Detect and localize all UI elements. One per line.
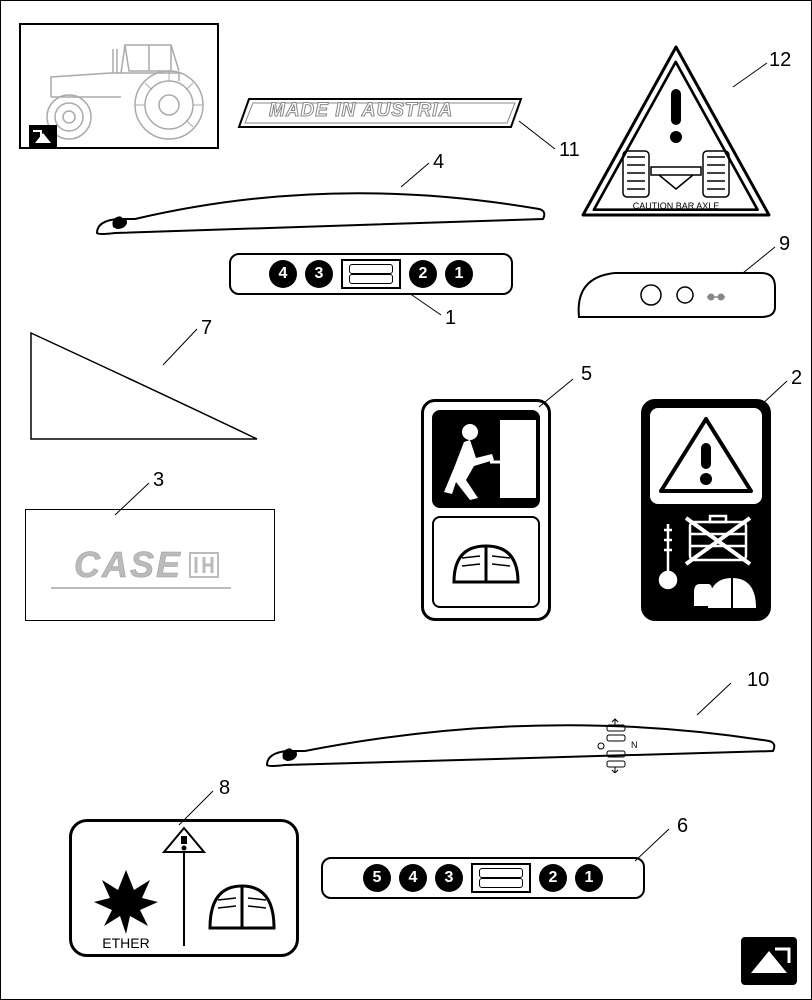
hydraulic-icon: [341, 259, 401, 289]
callout-7: 7: [201, 317, 212, 340]
callout-10: 10: [747, 669, 769, 692]
blank-decal-7: [25, 325, 265, 445]
valve-5b: 5: [363, 864, 391, 892]
callout-2: 2: [791, 367, 802, 390]
callout-9: 9: [779, 233, 790, 256]
case-logo-text: CASE: [74, 544, 182, 586]
warning-hot-decal: [641, 399, 771, 621]
valve-2b: 2: [539, 864, 567, 892]
fender-decal-4: [91, 171, 551, 241]
callout-4: 4: [433, 151, 444, 174]
hydraulic-icon-b: [471, 863, 531, 893]
case-logo-decal: CASE: [25, 509, 275, 621]
callout-6: 6: [677, 815, 688, 838]
tractor-location-box: [19, 23, 219, 149]
hydraulic-strip-5: 5 4 3 2 1: [321, 857, 645, 899]
valve-1: 1: [445, 260, 473, 288]
callout-12: 12: [769, 49, 791, 72]
svg-text:N: N: [631, 740, 638, 750]
callout-1: 1: [445, 307, 456, 330]
valve-3: 3: [305, 260, 333, 288]
caution-bar-axle-text: CAUTION BAR AXLE: [633, 201, 720, 211]
callout-3: 3: [153, 469, 164, 492]
ether-warning-decal: ETHER: [69, 819, 299, 957]
callout-5: 5: [581, 363, 592, 386]
tractor-icon: [21, 25, 221, 151]
valve-4: 4: [269, 260, 297, 288]
case-ih-mark: [186, 545, 226, 585]
hydraulic-strip-4: 4 3 2 1: [229, 253, 513, 295]
valve-1b: 1: [575, 864, 603, 892]
made-in-austria-text: MADE IN AUSTRIA: [269, 100, 453, 122]
valve-3b: 3: [435, 864, 463, 892]
manual-icon: [446, 532, 526, 592]
valve-2: 2: [409, 260, 437, 288]
continue-icon: [741, 937, 797, 985]
valve-4b: 4: [399, 864, 427, 892]
svg-text:ETHER: ETHER: [102, 935, 149, 951]
callout-8: 8: [219, 777, 230, 800]
emergency-exit-decal: [421, 399, 551, 621]
